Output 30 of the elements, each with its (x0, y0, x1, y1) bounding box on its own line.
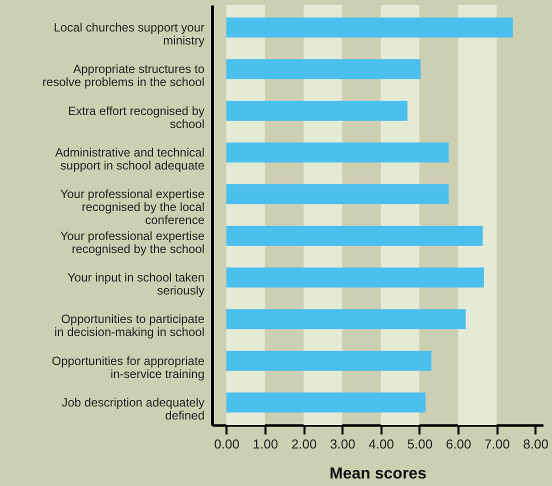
y-tick-label: Opportunities to participate in decision-making in school (54, 312, 205, 340)
bar (226, 18, 513, 38)
y-tick-label: Your professional expertise recognised by the school (60, 228, 205, 256)
bar (226, 392, 426, 412)
bar (226, 100, 408, 121)
x-tick-label: 8.00 (523, 436, 548, 452)
y-tick-label: Local churches support your ministry (54, 20, 205, 48)
bar (226, 59, 421, 80)
y-tick-label: Opportunities for appropriate in-service training (52, 354, 205, 381)
y-tick-label: Your professional expertise recognised by the local conference (60, 187, 205, 228)
x-tick-label: 0.00 (214, 436, 240, 452)
x-tick-label: 1.00 (252, 436, 278, 452)
bar (226, 226, 483, 246)
x-tick-label: 4.00 (368, 436, 394, 452)
y-tick-label: Your input in school taken seriously (68, 270, 204, 298)
bar (226, 268, 484, 288)
x-tick-label: 6.00 (446, 436, 472, 452)
bar (226, 350, 432, 371)
x-tick-label: 5.00 (407, 436, 433, 452)
y-tick-label: Extra effort recognised by school (68, 104, 204, 131)
y-tick-label: Administrative and technical support in school adequate (55, 146, 205, 172)
y-tick-label: Job description adequately defined (62, 396, 204, 422)
y-tick-label: Appropriate structures to resolve problems in the school (42, 62, 205, 90)
bar (226, 184, 449, 204)
bar (226, 142, 449, 162)
x-axis-title: Mean scores (330, 466, 427, 482)
x-tick-label: 2.00 (291, 436, 317, 452)
x-tick-label: 3.00 (330, 436, 356, 452)
bar (226, 309, 466, 330)
x-tick-label: 7.00 (484, 436, 510, 452)
